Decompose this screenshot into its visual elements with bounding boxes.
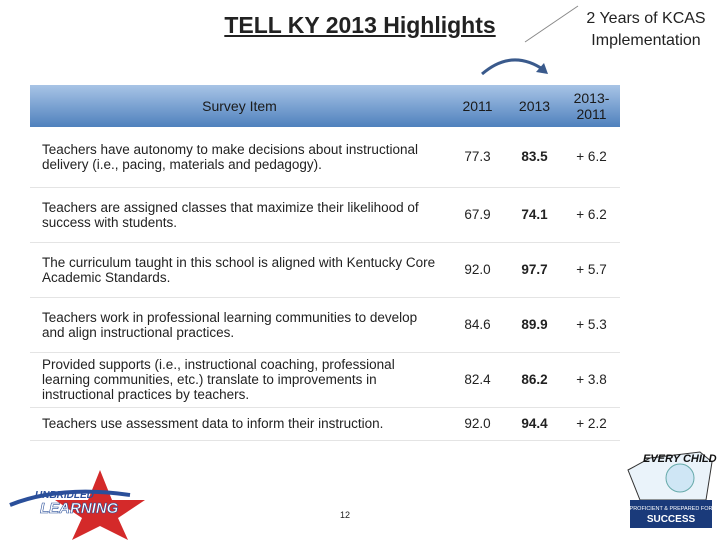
value-cell: 97.7 xyxy=(506,242,563,298)
value-cell: 67.9 xyxy=(449,187,506,243)
value-cell: 92.0 xyxy=(449,407,506,441)
table-row: The curriculum taught in this school is … xyxy=(30,242,620,298)
value-cell: 84.6 xyxy=(449,297,506,353)
value-cell: 94.4 xyxy=(506,407,563,441)
table-row: Teachers have autonomy to make decisions… xyxy=(30,127,620,188)
value-cell: 86.2 xyxy=(506,352,563,408)
table: Survey Item 2011 2013 2013-2011 Teachers ha… xyxy=(30,85,620,441)
column-header: 2013 xyxy=(506,85,563,127)
value-cell: 92.0 xyxy=(449,242,506,298)
value-cell: 82.4 xyxy=(449,352,506,408)
logo-text: UNBRIDLED xyxy=(35,490,94,501)
survey-item: Teachers have autonomy to make decisions… xyxy=(30,127,449,188)
table-row: Provided supports (i.e., instructional c… xyxy=(30,352,620,408)
value-cell: 74.1 xyxy=(506,187,563,243)
logo-text: EVERY CHILD xyxy=(643,453,717,465)
table-row: Teachers use assessment data to inform t… xyxy=(30,407,620,441)
value-cell: + 5.3 xyxy=(563,297,620,353)
value-cell: + 2.2 xyxy=(563,407,620,441)
table-row: Teachers are assigned classes that maxim… xyxy=(30,187,620,243)
table-body: Teachers have autonomy to make decisions… xyxy=(30,127,620,441)
table-row: Teachers work in professional learning c… xyxy=(30,297,620,353)
value-cell: + 3.8 xyxy=(563,352,620,408)
column-header: 2013-2011 xyxy=(563,85,620,127)
page-number: 12 xyxy=(340,510,351,520)
survey-item: Provided supports (i.e., instructional c… xyxy=(30,352,449,408)
column-header: 2011 xyxy=(449,85,506,127)
value-cell: + 5.7 xyxy=(563,242,620,298)
logo-text: LEARNING xyxy=(40,500,119,517)
logo-text: PROFICIENT & PREPARED FOR xyxy=(630,506,713,512)
value-cell: 83.5 xyxy=(506,127,563,188)
survey-item: The curriculum taught in this school is … xyxy=(30,242,449,298)
callout: 2 Years of KCAS Implementation xyxy=(586,10,706,49)
value-cell: 89.9 xyxy=(506,297,563,353)
survey-item: Teachers work in professional learning c… xyxy=(30,297,449,353)
logo-text: SUCCESS xyxy=(647,514,696,525)
value-cell: + 6.2 xyxy=(563,127,620,188)
survey-item: Teachers use assessment data to inform t… xyxy=(30,407,449,441)
title: TELL KY 2013 Highlights xyxy=(224,12,496,38)
header-row: Survey Item 2011 2013 2013-2011 xyxy=(30,85,620,127)
survey-item: Teachers are assigned classes that maxim… xyxy=(30,187,449,243)
value-cell: 77.3 xyxy=(449,127,506,188)
column-header: Survey Item xyxy=(30,85,449,127)
value-cell: + 6.2 xyxy=(563,187,620,243)
